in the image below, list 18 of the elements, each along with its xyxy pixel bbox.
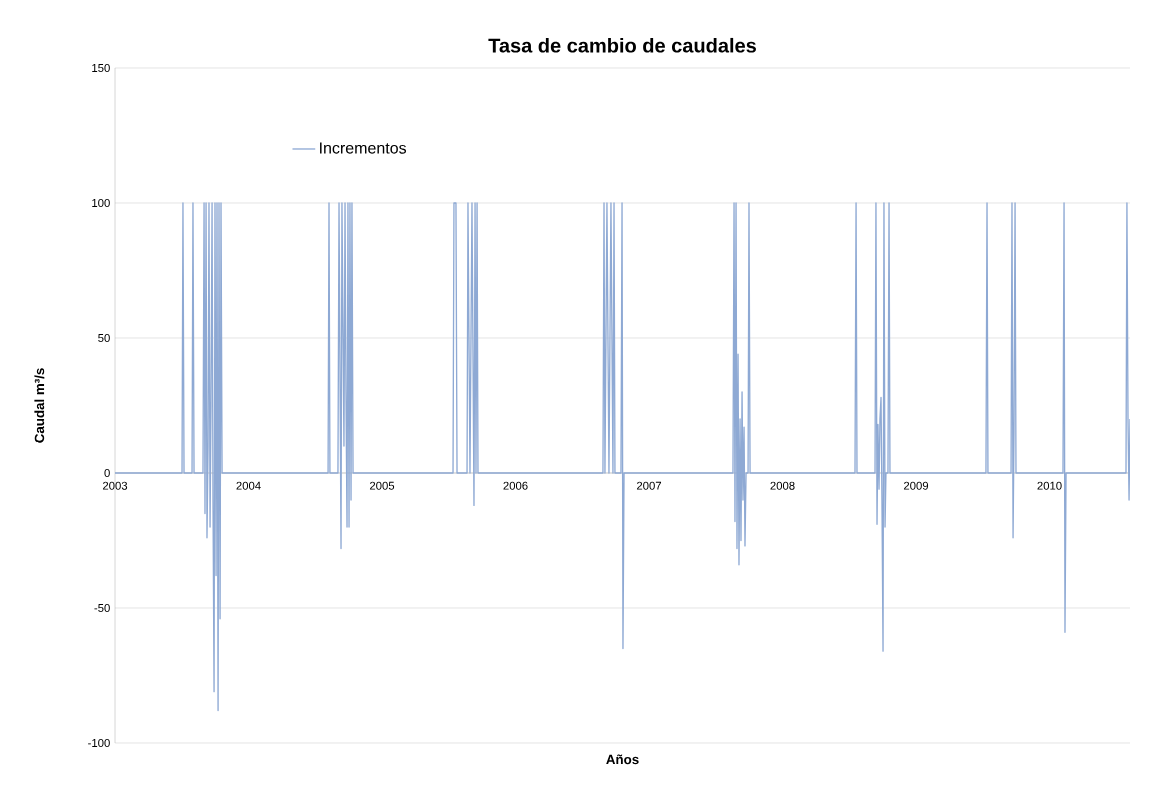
y-tick-label: 0 [104,468,110,477]
y-tick-label: -50 [94,603,110,612]
x-tick-label: 2006 [503,481,528,490]
legend-label: Incrementos [320,142,407,154]
y-axis-title: Caudal m³/s [34,368,45,443]
y-tick-label: 50 [98,333,110,342]
x-axis-title: Años [606,754,639,765]
x-tick-label: 2007 [636,481,662,490]
x-tick-label: 2009 [903,481,929,490]
y-tick-label: 100 [92,198,110,207]
x-tick-label: 2005 [369,481,395,490]
x-tick-label: 2003 [102,481,128,490]
x-tick-label: 2004 [236,481,261,490]
chart-title: Tasa de cambio de caudales [488,37,756,53]
y-tick-label: -100 [88,738,110,747]
x-tick-label: 2008 [770,481,795,490]
y-tick-label: 150 [92,63,110,72]
x-tick-label: 2010 [1037,481,1062,490]
